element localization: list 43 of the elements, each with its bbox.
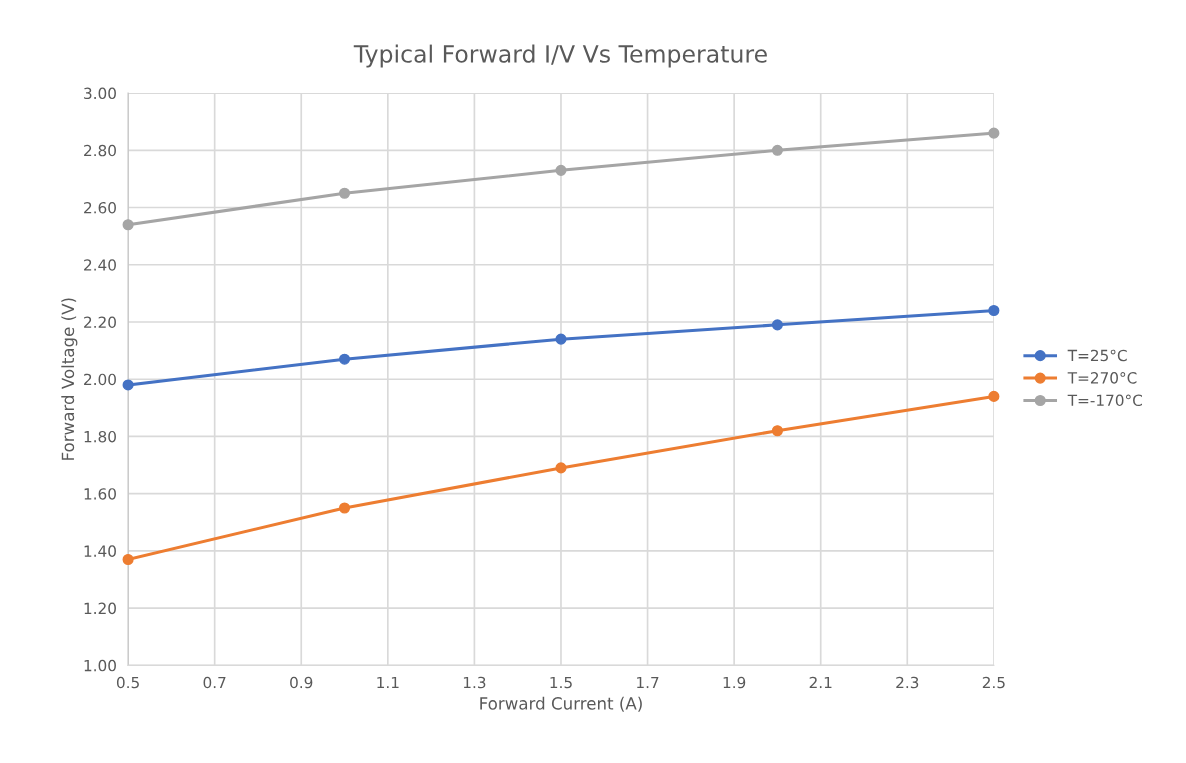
y-tick-label: 1.20	[84, 602, 116, 615]
x-tick-label: 0.9	[290, 676, 313, 689]
x-tick-label: 1.1	[377, 676, 399, 689]
x-tick-label: 1.9	[723, 676, 746, 689]
point	[338, 187, 351, 199]
point	[122, 379, 134, 391]
point	[338, 353, 351, 365]
x-axis-title: Forward Current (A)	[480, 696, 642, 712]
legend-label: T=-170°C	[1067, 394, 1142, 407]
point	[988, 304, 1000, 317]
point	[338, 502, 351, 514]
y-tick-label: 2.80	[84, 144, 116, 157]
x-tick-label: 2.1	[809, 676, 832, 689]
point	[555, 462, 567, 474]
x-tick-label: 2.3	[896, 676, 919, 689]
y-axis-title: Forward Voltage (V)	[61, 298, 78, 460]
legend-label: T=270°C	[1067, 372, 1137, 384]
x-tick-label: 0.7	[203, 676, 226, 689]
point	[771, 425, 783, 437]
y-tick-label: 2.00	[84, 373, 116, 386]
y-tick-label: 3.00	[84, 87, 116, 100]
point	[555, 164, 567, 176]
legend-label: T=25°C	[1067, 349, 1127, 362]
point	[771, 144, 783, 156]
x-tick-label: 2.5	[982, 676, 1005, 689]
y-tick-label: 2.20	[84, 316, 116, 329]
x-tick-label: 1.5	[550, 676, 572, 689]
point	[988, 127, 1000, 139]
point	[122, 553, 134, 566]
y-tick-label: 1.40	[84, 545, 116, 557]
y-tick-label: 1.80	[84, 430, 116, 443]
chart-title: Typical Forward I/V Vs Temperature	[353, 44, 767, 68]
point	[122, 219, 134, 231]
y-tick-label: 1.00	[84, 659, 116, 672]
point	[771, 319, 783, 331]
y-tick-label: 1.60	[84, 488, 116, 500]
x-tick-label: 1.7	[637, 676, 659, 689]
point	[555, 333, 567, 345]
x-tick-label: 0.5	[116, 676, 139, 689]
x-tick-label: 1.3	[463, 676, 486, 689]
y-tick-label: 2.40	[84, 259, 116, 271]
y-tick-label: 2.60	[84, 202, 116, 214]
point	[988, 390, 1000, 402]
